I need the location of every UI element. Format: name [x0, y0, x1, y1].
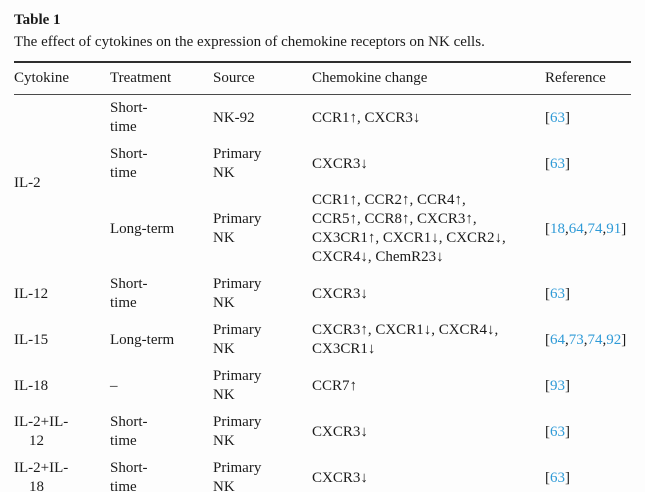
reference-cell: [63]: [545, 285, 570, 302]
change-cell: CCR7↑: [312, 377, 358, 394]
col-header-treatment: Treatment: [110, 62, 213, 95]
treatment-cell: –: [110, 377, 118, 394]
citation-link[interactable]: 74: [587, 220, 603, 237]
change-cell: CXCR3↓: [312, 285, 368, 302]
reference-cell: [63]: [545, 109, 570, 126]
citation-link[interactable]: 74: [587, 331, 603, 348]
treatment-cell: Short- time: [110, 276, 148, 311]
table-row: IL-12 Short- time Primary NK CXCR3↓ [63]: [14, 271, 631, 317]
source-cell: NK-92: [213, 109, 255, 126]
table-caption: The effect of cytokines on the expressio…: [14, 34, 485, 50]
citation-link[interactable]: 63: [550, 155, 565, 172]
citation-link[interactable]: 64: [550, 331, 565, 348]
reference-cell: [64,73,74,92]: [545, 331, 627, 348]
table-row: Long-term Primary NK CCR1↑, CCR2↑, CCR4↑, …: [14, 187, 631, 271]
citation-link[interactable]: 92: [606, 331, 622, 348]
cytokine-cell: IL-12: [14, 285, 49, 302]
source-cell: Primary NK: [213, 211, 262, 246]
reference-cell: [63]: [545, 423, 570, 440]
treatment-cell: Short- time: [110, 460, 148, 492]
table-row: IL-2+IL- 12 Short- time Primary NK CXCR3↓ [6…: [14, 409, 631, 455]
source-cell: Primary NK: [213, 322, 262, 357]
citation-link[interactable]: 63: [550, 285, 565, 302]
citation-link[interactable]: 73: [568, 331, 584, 348]
cytokine-cell: IL-2: [14, 174, 41, 191]
source-cell: Primary NK: [213, 414, 262, 449]
treatment-cell: Short- time: [110, 146, 148, 181]
cytokine-cell: IL-2+IL- 18: [14, 460, 69, 492]
table-row: IL-15 Long-term Primary NK CXCR3↑, CXCR1↓, …: [14, 317, 631, 363]
reference-cell: [93]: [545, 377, 570, 394]
source-cell: Primary NK: [213, 276, 262, 311]
citation-link[interactable]: 64: [568, 220, 584, 237]
source-cell: Primary NK: [213, 460, 262, 492]
col-header-reference: Reference: [545, 62, 631, 95]
cytokine-cell: IL-18: [14, 377, 49, 394]
treatment-cell: Long-term: [110, 331, 175, 348]
table-row: IL-2+IL- 18 Short- time Primary NK CXCR3↓ [6…: [14, 455, 631, 492]
reference-cell: [63]: [545, 155, 570, 172]
source-cell: Primary NK: [213, 368, 262, 403]
change-cell: CXCR3↓: [312, 469, 368, 486]
treatment-cell: Short- time: [110, 414, 148, 449]
source-cell: Primary NK: [213, 146, 262, 181]
treatment-cell: Long-term: [110, 220, 175, 237]
header-row: Cytokine Treatment Source Chemokine chan…: [14, 62, 631, 95]
change-cell: CXCR3↑, CXCR1↓, CXCR4↓, CX3CR1↓: [312, 322, 499, 357]
cytokine-cell: IL-15: [14, 331, 49, 348]
citation-link[interactable]: 63: [550, 109, 565, 126]
citation-link[interactable]: 18: [550, 220, 565, 237]
col-header-cytokine: Cytokine: [14, 62, 110, 95]
change-cell: CCR1↑, CCR2↑, CCR4↑, CCR5↑, CCR8↑, CXCR3…: [312, 192, 506, 265]
change-cell: CCR1↑, CXCR3↓: [312, 109, 421, 126]
table-row: IL-2 Short- time NK-92 CCR1↑, CXCR3↓ [63]: [14, 95, 631, 191]
col-header-source: Source: [213, 62, 312, 95]
table-row: Short- time Primary NK CXCR3↓ [63]: [14, 141, 631, 187]
table-label: Table 1: [14, 12, 61, 28]
treatment-cell: Short- time: [110, 100, 148, 135]
citation-link[interactable]: 63: [550, 423, 565, 440]
change-cell: CXCR3↓: [312, 423, 368, 440]
reference-cell: [63]: [545, 469, 570, 486]
table-row: IL-18 – Primary NK CCR7↑ [93]: [14, 363, 631, 409]
cytokine-cell: IL-2+IL- 12: [14, 414, 69, 449]
col-header-chemokine-change: Chemokine change: [312, 62, 545, 95]
citation-link[interactable]: 63: [550, 469, 565, 486]
reference-cell: [18,64,74,91]: [545, 220, 627, 237]
cytokine-chemokine-table: Cytokine Treatment Source Chemokine chan…: [14, 61, 631, 492]
citation-link[interactable]: 91: [606, 220, 622, 237]
change-cell: CXCR3↓: [312, 155, 368, 172]
citation-link[interactable]: 93: [550, 377, 565, 394]
